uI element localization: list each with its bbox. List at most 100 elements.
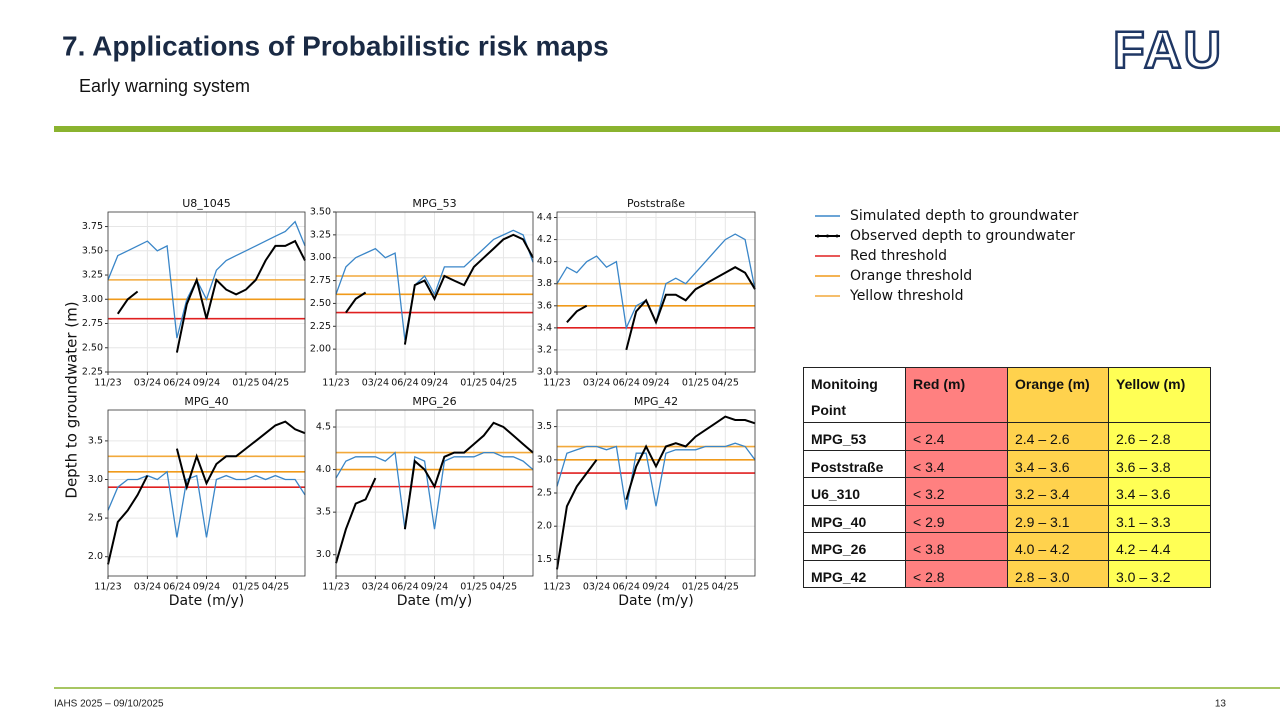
x-tick-label: 09/24 (421, 378, 448, 389)
x-tick-label: 01/25 (682, 378, 709, 389)
x-tick-label: 09/24 (421, 582, 448, 593)
y-tick-label: 2.50 (310, 298, 331, 309)
y-tick-label: 2.25 (310, 321, 331, 332)
table-cell: 4.0 – 4.2 (1007, 532, 1109, 561)
y-tick-label: 4.5 (316, 422, 331, 433)
y-axis-label: Depth to groundwater (m) (63, 301, 81, 498)
y-tick-label: 3.8 (537, 278, 552, 289)
y-tick-label: 3.75 (82, 221, 103, 232)
table-cell: 3.4 – 3.6 (1108, 477, 1211, 506)
x-tick-label: 09/24 (193, 378, 220, 389)
series-line (116, 290, 139, 315)
series-line (345, 291, 367, 314)
y-tick-label: 3.00 (82, 294, 103, 305)
x-tick-label: 11/23 (94, 378, 121, 389)
x-tick-label: 11/23 (322, 378, 349, 389)
legend-label: Simulated depth to groundwater (850, 208, 1079, 224)
series-line (107, 470, 306, 538)
y-tick-label: 2.0 (537, 521, 552, 532)
chart-title: MPG_53 (412, 197, 456, 210)
legend-label: Observed depth to groundwater (850, 228, 1075, 244)
x-tick-label: 06/24 (391, 582, 418, 593)
table-header-cell: Red (m) (905, 367, 1008, 423)
y-tick-label: 3.50 (82, 245, 103, 256)
series-line (175, 239, 306, 353)
x-tick-label: 01/25 (460, 378, 487, 389)
table-header-cell: MPG_40 (803, 504, 906, 533)
legend-label: Red threshold (850, 248, 947, 264)
x-tick-label: 04/25 (712, 378, 739, 389)
header-bar (54, 126, 1280, 132)
table-cell: 2.8 – 3.0 (1007, 559, 1109, 588)
table-cell: 3.6 – 3.8 (1108, 449, 1211, 478)
y-tick-label: 2.50 (82, 342, 103, 353)
x-tick-label: 06/24 (613, 378, 640, 389)
table-cell: 4.2 – 4.4 (1108, 532, 1211, 561)
table-cell: 2.4 – 2.6 (1007, 422, 1109, 451)
x-tick-label: 11/23 (94, 582, 121, 593)
y-tick-label: 3.0 (316, 549, 331, 560)
table-header-cell: MPG_53 (803, 422, 906, 451)
plot-frame (107, 409, 306, 577)
table-cell: 3.1 – 3.3 (1108, 504, 1211, 533)
table-header-cell: Monitoing Point (803, 367, 906, 423)
x-tick-label: 11/23 (322, 582, 349, 593)
table-cell: < 2.4 (905, 422, 1008, 451)
plot-frame (335, 211, 534, 373)
table-header-cell: U6_310 (803, 477, 906, 506)
table-cell: < 3.2 (905, 477, 1008, 506)
x-axis-label: Date (m/y) (618, 593, 693, 609)
series-line (107, 220, 306, 339)
chart-title: MPG_40 (184, 395, 228, 408)
x-tick-label: 04/25 (262, 378, 289, 389)
series-line (556, 442, 756, 510)
x-tick-label: 04/25 (490, 582, 517, 593)
x-tick-label: 06/24 (163, 582, 190, 593)
table-header-cell: MPG_26 (803, 532, 906, 561)
x-tick-label: 01/25 (232, 582, 259, 593)
plot-frame (556, 211, 756, 373)
y-tick-label: 3.5 (537, 421, 552, 432)
y-tick-label: 3.00 (310, 252, 331, 263)
x-axis-label: Date (m/y) (169, 593, 244, 609)
x-tick-label: 09/24 (642, 378, 669, 389)
y-tick-label: 3.6 (537, 300, 552, 311)
series-line (335, 477, 377, 564)
plot-frame (107, 211, 306, 373)
x-tick-label: 03/24 (134, 582, 161, 593)
table-header-cell: Poststraße (803, 449, 906, 478)
x-axis-label: Date (m/y) (397, 593, 472, 609)
table-header-cell: MPG_42 (803, 559, 906, 588)
series-line (175, 420, 306, 491)
y-tick-label: 4.0 (537, 256, 552, 267)
series-line (556, 459, 598, 570)
x-tick-label: 03/24 (134, 378, 161, 389)
series-line (625, 266, 756, 351)
y-tick-label: 4.4 (537, 212, 552, 223)
y-tick-label: 2.00 (310, 344, 331, 355)
y-tick-label: 2.75 (310, 275, 331, 286)
series-line (335, 229, 534, 341)
x-tick-label: 01/25 (460, 582, 487, 593)
x-tick-label: 01/25 (682, 582, 709, 593)
x-tick-label: 03/24 (583, 582, 610, 593)
y-tick-label: 2.5 (88, 513, 103, 524)
series-line (566, 304, 588, 323)
legend-marker (826, 234, 829, 238)
series-line (335, 451, 534, 530)
legend-label: Yellow threshold (849, 288, 963, 304)
x-tick-label: 03/24 (362, 582, 389, 593)
table-cell: < 2.9 (905, 504, 1008, 533)
plot-frame (556, 409, 756, 577)
y-tick-label: 3.0 (88, 474, 103, 485)
series-line (403, 233, 534, 345)
x-tick-label: 04/25 (712, 582, 739, 593)
y-tick-label: 3.4 (537, 322, 552, 333)
x-tick-label: 01/25 (232, 378, 259, 389)
table-cell: 2.9 – 3.1 (1007, 504, 1109, 533)
table-header-cell: Yellow (m) (1108, 367, 1211, 423)
y-tick-label: 2.0 (88, 551, 103, 562)
y-tick-label: 3.2 (537, 344, 552, 355)
series-line (107, 475, 149, 565)
